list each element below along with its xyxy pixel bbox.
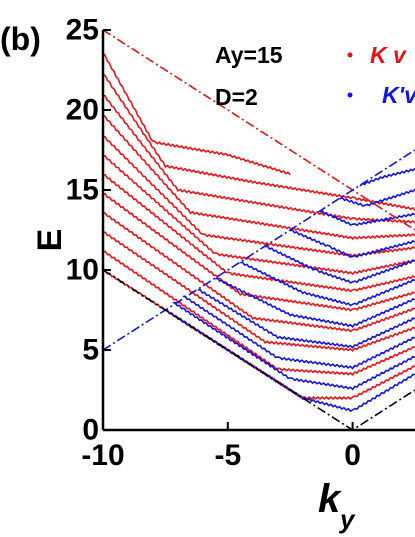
y-tick-label: 10 <box>66 254 99 287</box>
k-prime-valley-curve-6 <box>264 245 415 284</box>
k-valley-curve-4 <box>103 193 415 312</box>
tick-labels: 0 5 10 15 20 25 -10 -5 0 <box>66 14 361 473</box>
y-tick-label: 20 <box>66 94 99 127</box>
boundary-line-2 <box>103 269 415 430</box>
legend-label-k: K v <box>370 42 407 68</box>
k-prime-valley-curve-8 <box>319 209 415 227</box>
k-valley-curve-10 <box>103 73 415 211</box>
k-valley-curve-1 <box>103 250 415 377</box>
k-prime-valley-curve-10 <box>359 167 415 187</box>
k-prime-valley-curve-7 <box>289 229 415 259</box>
k-valley-curve-11 <box>103 52 291 176</box>
k-prime-valley-curve-1 <box>172 301 415 391</box>
k-valley-curve-5 <box>103 173 415 293</box>
annotation-ay: Ay=15 <box>215 42 283 68</box>
k-prime-valley-curve-3 <box>197 288 415 349</box>
y-tick-label: 25 <box>66 14 99 47</box>
annotation-d: D=2 <box>215 84 258 110</box>
y-tick-label: 5 <box>82 334 99 367</box>
boundary-line-0 <box>103 30 415 231</box>
legend-label-k-prime: K'v <box>382 82 415 108</box>
k-prime-valley-curve-5 <box>240 261 415 307</box>
k-prime-valley-curve-2 <box>182 295 415 370</box>
x-tick-label: -5 <box>214 439 241 472</box>
x-axis-label-subscript: y <box>338 504 356 534</box>
k-prime-valley-curve-9 <box>339 188 415 208</box>
legend-marker-k-prime <box>347 92 353 98</box>
y-tick-label: 15 <box>66 174 99 207</box>
k-valley-curve-3 <box>103 212 415 333</box>
plot-curves <box>103 52 415 413</box>
k-valley-curve-2 <box>103 231 415 353</box>
y-tick-label: 0 <box>82 414 99 447</box>
y-axis-label: E <box>31 229 69 252</box>
k-valley-curve-8 <box>103 114 415 240</box>
legend-marker-k <box>347 52 353 58</box>
boundary-lines <box>103 30 415 430</box>
panel-label: (b) <box>0 21 41 57</box>
k-prime-valley-curve-4 <box>215 277 415 329</box>
k-valley-curve-9 <box>103 94 415 224</box>
plot-axes <box>101 29 415 432</box>
x-tick-label: 0 <box>344 439 361 472</box>
x-axis-label: k <box>318 477 342 521</box>
x-tick-label: -10 <box>81 439 124 472</box>
boundary-line-1 <box>103 149 415 351</box>
k-valley-curve-6 <box>103 154 415 276</box>
legend: K v K'v <box>347 42 415 108</box>
k-valley-curve-0 <box>103 269 415 400</box>
